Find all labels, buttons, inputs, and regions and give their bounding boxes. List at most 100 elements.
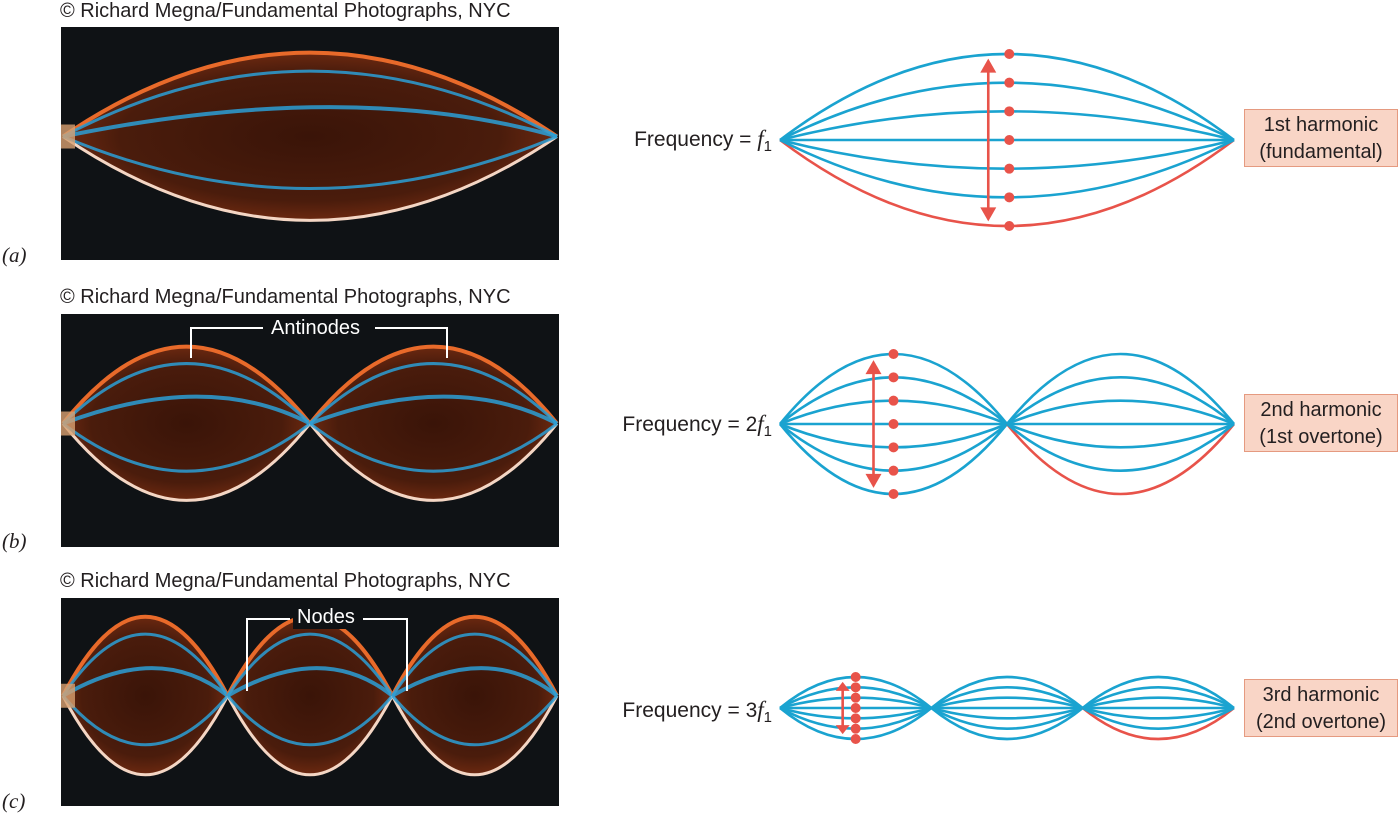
vibration-envelope — [63, 346, 310, 501]
string-trace — [61, 694, 229, 747]
frequency-multiplier: 3 — [745, 699, 758, 722]
string-position — [1005, 352, 1236, 425]
frequency-variable: f — [757, 411, 764, 436]
annotation-bracket — [375, 327, 448, 358]
frequency-subscript: 1 — [763, 709, 772, 726]
vibration-envelope — [310, 346, 557, 501]
harmonic-description: (1st overtone) — [1259, 426, 1383, 448]
string-point-dot — [850, 713, 861, 724]
panel-c: © Richard Megna/Fundamental Photographs,… — [0, 568, 1400, 833]
harmonic-name: 1st harmonic — [1263, 114, 1379, 136]
frequency-variable: f — [757, 126, 764, 151]
string-trace — [308, 362, 559, 425]
string-position — [1082, 706, 1235, 730]
string-position — [930, 706, 1084, 730]
string-trace — [61, 362, 312, 425]
string-edge — [62, 135, 558, 222]
arrow-head-down — [835, 725, 850, 735]
vibration-envelope — [63, 52, 557, 221]
string-position — [930, 675, 1084, 710]
string-position — [1006, 376, 1235, 426]
string-clamp — [61, 411, 75, 436]
harmonic-description: (fundamental) — [1259, 141, 1383, 163]
string-position — [1082, 686, 1235, 710]
string-position — [930, 706, 1084, 720]
frequency-variable: f — [757, 697, 764, 722]
photo-credit: © Richard Megna/Fundamental Photographs,… — [60, 570, 511, 592]
string-trace — [62, 69, 558, 138]
standing-wave-diagram — [779, 672, 1235, 744]
harmonic-name: 2nd harmonic — [1260, 399, 1382, 421]
arrow-head-up — [980, 58, 997, 73]
vibration-envelope — [63, 616, 228, 775]
harmonic-label: 1st harmonic (fundamental) — [1244, 109, 1398, 167]
standing-wave-diagram — [779, 49, 1235, 231]
string-edge — [61, 422, 312, 502]
string-edge — [391, 695, 559, 777]
string-point-dot — [850, 734, 861, 744]
string-position — [1082, 706, 1235, 720]
frequency-label: Frequency = 2f1 — [622, 411, 772, 440]
string-position — [778, 423, 1009, 496]
standing-wave-photo — [61, 27, 559, 260]
frequency-multiplier: 2 — [745, 413, 758, 436]
nodes-annotation: Nodes — [293, 606, 359, 629]
string-point-dot — [1004, 220, 1015, 231]
string-trace — [391, 632, 559, 697]
string-edge — [226, 695, 394, 777]
string-edge — [390, 614, 559, 697]
string-point-dot — [888, 489, 899, 499]
string-trace — [391, 694, 559, 747]
harmonic-name: 3rd harmonic — [1262, 684, 1380, 706]
standing-wave-photo — [61, 598, 559, 806]
arrow-head-up — [835, 681, 850, 691]
string-point-dot — [888, 395, 899, 406]
annotation-bracket — [190, 327, 263, 358]
string-trace — [62, 422, 311, 473]
annotation-bracket — [246, 618, 290, 691]
arrow-head-up — [865, 360, 882, 375]
string-trace — [226, 632, 394, 697]
vibration-envelope — [392, 616, 557, 775]
panel-a: © Richard Megna/Fundamental Photographs,… — [0, 0, 1400, 280]
harmonic-label: 3rd harmonic (2nd overtone) — [1244, 679, 1398, 737]
string-point-dot — [1004, 106, 1015, 117]
photo-credit: © Richard Megna/Fundamental Photographs,… — [60, 286, 511, 308]
string-position — [930, 706, 1084, 741]
string-position — [1082, 696, 1235, 710]
standing-wave-diagram — [778, 349, 1236, 499]
string-point-dot — [1004, 192, 1015, 203]
string-trace — [62, 135, 558, 190]
string-clamp — [61, 683, 75, 708]
string-trace — [61, 632, 229, 697]
vibration-envelope — [227, 616, 393, 775]
arrow-head-down — [865, 473, 882, 488]
panel-label: (b) — [2, 529, 27, 553]
string-position — [779, 52, 1235, 142]
string-trace — [61, 666, 229, 698]
string-point-dot — [1004, 163, 1015, 174]
string-position — [1006, 399, 1235, 426]
string-position — [1006, 422, 1235, 449]
string-point-dot — [888, 442, 899, 453]
antinodes-annotation: Antinodes — [267, 317, 364, 340]
string-trace — [309, 422, 558, 473]
string-point-dot — [1004, 49, 1015, 60]
frequency-label: Frequency = 3f1 — [622, 697, 772, 726]
frequency-prefix: Frequency = — [622, 699, 746, 722]
string-trace — [226, 666, 394, 698]
panel-label: (a) — [2, 243, 27, 267]
string-point-dot — [850, 723, 861, 734]
string-point-dot — [850, 692, 861, 703]
string-trace — [226, 694, 394, 747]
frequency-subscript: 1 — [763, 423, 772, 440]
string-trace — [391, 666, 559, 698]
string-clamp — [61, 124, 75, 149]
frequency-prefix: Frequency = — [634, 128, 758, 151]
string-point-dot — [850, 703, 861, 713]
string-position — [930, 686, 1084, 710]
string-point-dot — [888, 419, 899, 429]
string-edge — [61, 695, 229, 777]
panel-label: (c) — [2, 789, 26, 813]
string-trace — [309, 394, 558, 426]
